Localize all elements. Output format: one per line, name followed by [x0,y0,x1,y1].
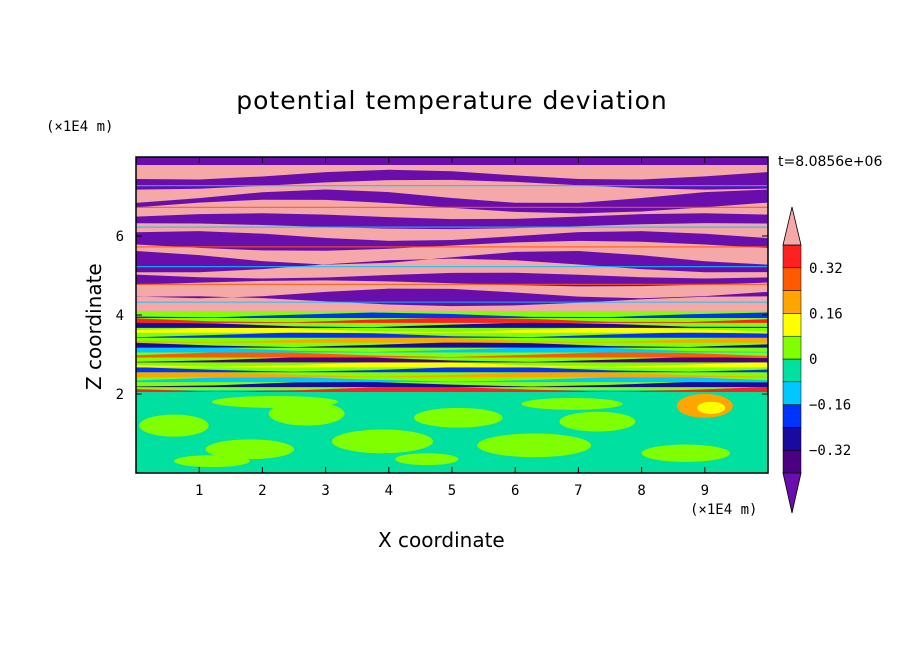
chart-title: potential temperature deviation [236,86,668,115]
mixed-band-14 [136,317,768,323]
y-tick-label: 4 [116,308,124,324]
x-axis-ticks: 1 2 3 4 5 6 7 8 9 [195,157,709,499]
x-tick-label: 9 [701,483,709,499]
purple-band-3 [136,213,768,230]
purple-band-6 [136,272,768,287]
x-tick-label: 4 [385,483,393,499]
mixed-band-10 [136,337,768,343]
x-tick-label: 3 [321,483,329,499]
swirl-0 [139,414,209,437]
x-tick-label: 2 [258,483,266,499]
colorbar-tick-label: 0.32 [809,261,843,277]
mixed-band-3 [136,372,768,378]
colorbar-extend-high [782,206,802,246]
colorbar-bin [782,381,802,405]
mixed-band-11 [136,332,768,338]
mixed-band-8 [136,347,768,353]
swirl-9 [395,453,459,466]
colorbar-tick-label: 0.16 [809,306,843,322]
mixed-band-6 [136,357,768,363]
colorbar-bin [782,449,802,474]
x-axis-label: X coordinate [378,528,505,552]
x-tick-label: 7 [574,483,582,499]
plot-area [136,157,768,473]
mixed-band-1 [136,381,768,388]
colorbar-bin [782,267,802,291]
colorbar-bin [782,244,802,269]
colorbar-bin [782,290,802,314]
colorbar-bin [782,404,802,428]
mixed-band-15 [136,312,768,318]
x-axis-unit: (×1E4 m) [690,502,758,518]
mixed-band-2 [136,376,768,383]
colorbar-tick-label: −0.16 [809,398,851,414]
y-axis-ticks: 2 4 6 [116,229,768,403]
x-tick-label: 8 [637,483,645,499]
y-tick-label: 6 [116,229,124,245]
colorbar-bin [782,427,802,451]
swirl-8 [173,455,250,468]
purple-band-7 [136,288,768,307]
colorbar-bin [782,358,802,383]
mixed-band-12 [136,327,768,333]
swirl-10 [521,397,623,410]
x-tick-label: 6 [511,483,519,499]
x-tick-label: 1 [195,483,203,499]
y-axis-unit: (×1E4 m) [46,119,114,135]
warm-spot-core [697,401,726,414]
mixed-band-9 [136,342,768,348]
mixed-band-5 [136,362,768,368]
swirl-11 [211,395,339,408]
mixed-band-4 [136,367,768,373]
mixed-band-0 [136,386,768,393]
purple-band-1 [136,169,768,190]
swirl-4 [414,407,503,428]
swirl-6 [559,411,636,432]
swirl-2 [268,401,345,426]
colorbar: 0.32 0.16 0 −0.16 −0.32 [782,206,851,514]
colorbar-tick-label: 0 [809,352,817,368]
mixed-band-13 [136,322,768,328]
mixed-band-7 [136,352,768,358]
colorbar-extend-low [782,472,802,514]
colorbar-tick-label: −0.32 [809,443,851,459]
time-label: t=8.0856e+06 [778,154,883,170]
swirl-5 [477,433,592,458]
swirl-1 [205,439,294,460]
colorbar-bin [782,313,802,337]
purple-band-4 [136,231,768,251]
swirl-7 [641,444,731,462]
x-tick-label: 5 [448,483,456,499]
y-tick-label: 2 [116,387,124,403]
swirl-3 [331,429,434,454]
colorbar-bin [782,335,802,360]
purple-band-5 [136,251,768,273]
